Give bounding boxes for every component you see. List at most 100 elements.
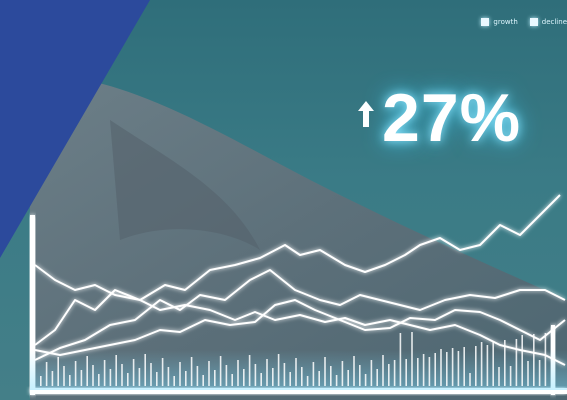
decor-bar bbox=[40, 376, 42, 386]
decor-bar bbox=[498, 367, 500, 386]
decor-bar bbox=[121, 364, 123, 386]
decor-bar bbox=[521, 335, 523, 386]
bar-series bbox=[40, 332, 547, 386]
decor-bar bbox=[509, 366, 512, 386]
decor-bar bbox=[243, 369, 245, 386]
left-axis-frame bbox=[30, 215, 35, 395]
decor-bar bbox=[538, 360, 541, 386]
decor-bar bbox=[260, 373, 262, 386]
decor-bar bbox=[364, 374, 367, 386]
decor-bar bbox=[86, 356, 88, 386]
decor-bar bbox=[353, 356, 355, 386]
legend: growth decline bbox=[481, 14, 567, 30]
decor-bar bbox=[341, 361, 344, 386]
decor-bar bbox=[219, 356, 222, 386]
decor-bar bbox=[306, 376, 309, 386]
decor-bar bbox=[393, 360, 396, 386]
decor-bar bbox=[399, 333, 402, 386]
decor-bar bbox=[463, 347, 465, 386]
decor-bar bbox=[544, 333, 547, 386]
decor-bar bbox=[144, 354, 146, 386]
decor-bar bbox=[312, 362, 315, 386]
decor-bar bbox=[237, 360, 239, 386]
decor-bar bbox=[469, 373, 471, 386]
decor-bar bbox=[167, 367, 170, 386]
decor-bar bbox=[330, 366, 332, 386]
stat-value: 27% bbox=[382, 80, 522, 156]
decor-bar bbox=[347, 370, 349, 386]
decor-bar bbox=[411, 332, 413, 386]
decor-bar bbox=[434, 353, 436, 386]
decor-bar bbox=[475, 346, 477, 386]
decor-bar bbox=[150, 363, 152, 386]
decor-bar bbox=[179, 362, 181, 386]
bottom-axis-frame bbox=[30, 388, 567, 394]
decor-bar bbox=[486, 345, 489, 386]
decor-bar bbox=[376, 369, 378, 386]
stat-callout: 27% bbox=[356, 78, 521, 158]
corner-band bbox=[0, 0, 150, 258]
decor-bar bbox=[173, 376, 175, 386]
decor-bar bbox=[127, 373, 129, 386]
decor-bar bbox=[214, 370, 216, 386]
decor-bar bbox=[283, 363, 286, 386]
decor-bar bbox=[196, 366, 199, 386]
decor-bar bbox=[190, 357, 193, 386]
decor-trend-line bbox=[34, 264, 566, 366]
legend-item-decline: decline bbox=[529, 18, 567, 26]
legend-label-decline: decline bbox=[541, 18, 567, 26]
decor-bar bbox=[132, 359, 135, 386]
decor-bar bbox=[446, 352, 448, 386]
decor-bar bbox=[225, 365, 228, 386]
decor-bar bbox=[359, 365, 361, 386]
decor-bar bbox=[74, 361, 77, 386]
decor-bar bbox=[254, 364, 257, 386]
decor-bar bbox=[440, 349, 442, 386]
decor-bar bbox=[231, 374, 233, 386]
decor-bar bbox=[504, 340, 506, 386]
decor-bar bbox=[533, 334, 535, 386]
decor-bar bbox=[45, 362, 48, 386]
line-series bbox=[34, 194, 566, 366]
decor-bar bbox=[405, 359, 407, 386]
decor-trend-line bbox=[34, 194, 561, 346]
decor-bar bbox=[515, 339, 518, 386]
decor-bar bbox=[57, 357, 59, 386]
decor-bar bbox=[80, 370, 83, 386]
decor-bar bbox=[480, 342, 483, 386]
up-arrow-icon bbox=[356, 101, 376, 135]
decor-bar bbox=[428, 357, 431, 386]
decor-bar bbox=[208, 361, 210, 386]
decor-bar bbox=[63, 366, 65, 386]
decor-bar bbox=[370, 360, 373, 386]
decor-bar bbox=[277, 354, 280, 386]
decor-bar bbox=[138, 368, 141, 386]
decor-bar bbox=[161, 358, 164, 386]
legend-swatch bbox=[481, 18, 490, 26]
decor-bar bbox=[417, 358, 419, 386]
decor-bar bbox=[185, 371, 187, 386]
decor-bar bbox=[335, 375, 338, 386]
decor-bar bbox=[301, 367, 303, 386]
decor-bar bbox=[115, 355, 117, 386]
decor-bar bbox=[156, 372, 158, 386]
decor-bar bbox=[295, 358, 297, 386]
decor-bar bbox=[272, 368, 274, 386]
legend-swatch bbox=[529, 18, 538, 26]
decor-trend-line bbox=[34, 299, 566, 356]
legend-item-growth: growth bbox=[481, 18, 518, 26]
legend-label-growth: growth bbox=[493, 18, 518, 26]
decor-bar bbox=[382, 355, 384, 386]
decor-bar bbox=[98, 374, 100, 386]
decor-bar bbox=[318, 371, 320, 386]
decor-bar bbox=[202, 375, 204, 386]
decor-trend-line bbox=[34, 269, 566, 361]
decor-bar bbox=[69, 375, 71, 386]
decor-bar bbox=[324, 357, 326, 386]
decor-bar bbox=[266, 359, 268, 386]
decor-bar bbox=[103, 360, 106, 386]
decor-bar bbox=[492, 341, 494, 386]
decor-bar bbox=[248, 355, 251, 386]
decor-bar bbox=[457, 351, 460, 386]
